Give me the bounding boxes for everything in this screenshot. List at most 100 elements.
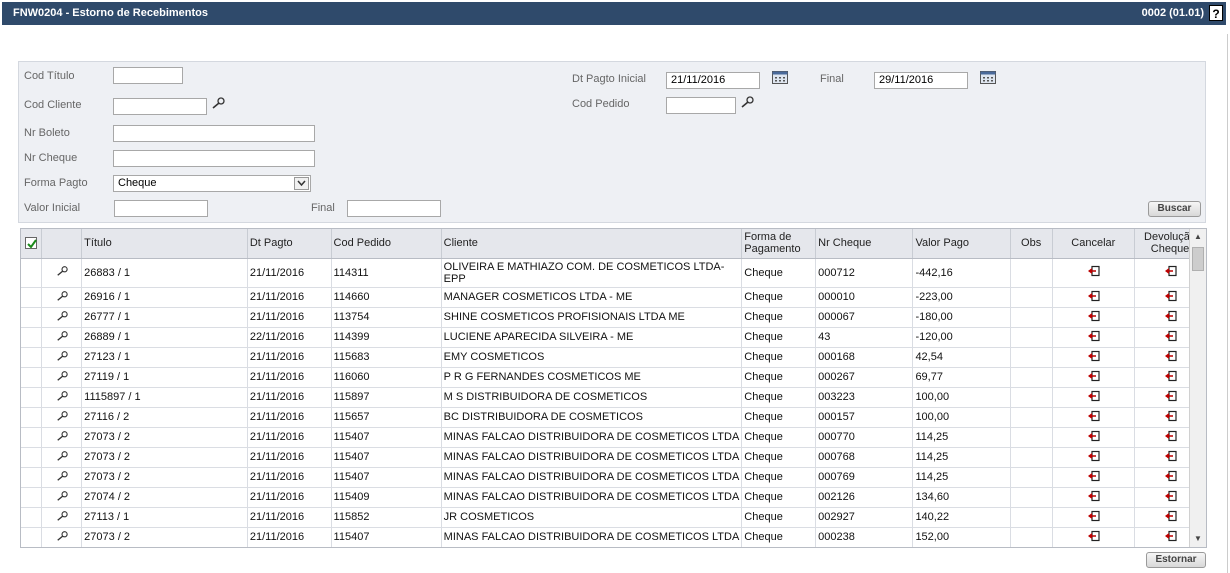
- devolucao-cell[interactable]: [1134, 507, 1206, 528]
- devolucao-undo-icon[interactable]: [1164, 370, 1177, 385]
- cancelar-cell[interactable]: [1052, 307, 1136, 328]
- col-cod-pedido[interactable]: Cod Pedido: [331, 229, 442, 259]
- col-forma-pagamento[interactable]: Forma de Pagamento: [741, 229, 817, 259]
- chevron-down-icon[interactable]: [294, 177, 309, 190]
- estornar-button[interactable]: Estornar: [1146, 552, 1206, 568]
- row-select-cell[interactable]: [21, 407, 43, 428]
- row-detail-cell[interactable]: [41, 527, 83, 547]
- table-row[interactable]: 27073 / 2 21/11/2016 115407 MINAS FALCAO DI…: [21, 467, 1206, 488]
- help-button[interactable]: ?: [1209, 5, 1223, 21]
- table-row[interactable]: 26883 / 1 21/11/2016 114311 OLIVEIRA E MATH…: [21, 258, 1206, 288]
- select-all-checkbox[interactable]: [25, 237, 38, 250]
- devolucao-undo-icon[interactable]: [1164, 290, 1177, 305]
- cancel-undo-icon[interactable]: [1087, 410, 1100, 425]
- calendar-icon[interactable]: [980, 71, 996, 84]
- row-select-cell[interactable]: [21, 487, 43, 508]
- cancel-undo-icon[interactable]: [1087, 450, 1100, 465]
- magnifier-icon[interactable]: [55, 430, 69, 445]
- row-select-cell[interactable]: [21, 307, 43, 328]
- devolucao-cell[interactable]: [1134, 387, 1206, 408]
- devolucao-undo-icon[interactable]: [1164, 530, 1177, 545]
- row-select-cell[interactable]: [21, 367, 43, 388]
- row-detail-cell[interactable]: [41, 287, 83, 308]
- devolucao-undo-icon[interactable]: [1164, 470, 1177, 485]
- col-nr-cheque[interactable]: Nr Cheque: [815, 229, 914, 259]
- cancelar-cell[interactable]: [1052, 447, 1136, 468]
- cancelar-cell[interactable]: [1052, 258, 1136, 288]
- row-detail-cell[interactable]: [41, 327, 83, 348]
- devolucao-cell[interactable]: [1134, 467, 1206, 488]
- devolucao-undo-icon[interactable]: [1164, 265, 1177, 280]
- col-valor-pago[interactable]: Valor Pago: [912, 229, 1011, 259]
- cancelar-cell[interactable]: [1052, 387, 1136, 408]
- row-detail-cell[interactable]: [41, 447, 83, 468]
- buscar-button[interactable]: Buscar: [1148, 201, 1201, 217]
- dt-pagto-inicial-input[interactable]: 21/11/2016: [666, 72, 760, 89]
- cod-cliente-search-icon[interactable]: [210, 96, 226, 110]
- table-row[interactable]: 26916 / 1 21/11/2016 114660 MANAGER COSMETI…: [21, 287, 1206, 308]
- table-row[interactable]: 27074 / 2 21/11/2016 115409 MINAS FALCAO DI…: [21, 487, 1206, 508]
- cancel-undo-icon[interactable]: [1087, 290, 1100, 305]
- magnifier-icon[interactable]: [55, 530, 69, 545]
- cancel-undo-icon[interactable]: [1087, 370, 1100, 385]
- row-select-cell[interactable]: [21, 507, 43, 528]
- table-row[interactable]: 26777 / 1 21/11/2016 113754 SHINE COSMETICO…: [21, 307, 1206, 328]
- row-detail-cell[interactable]: [41, 467, 83, 488]
- col-titulo[interactable]: Título: [81, 229, 248, 259]
- magnifier-icon[interactable]: [55, 450, 69, 465]
- dt-pagto-final-input[interactable]: 29/11/2016: [874, 72, 968, 89]
- row-detail-cell[interactable]: [41, 307, 83, 328]
- magnifier-icon[interactable]: [55, 350, 69, 365]
- row-select-cell[interactable]: [21, 467, 43, 488]
- row-detail-cell[interactable]: [41, 387, 83, 408]
- table-row[interactable]: 1115897 / 1 21/11/2016 115897 M S DISTRIBUI…: [21, 387, 1206, 408]
- row-select-cell[interactable]: [21, 427, 43, 448]
- devolucao-undo-icon[interactable]: [1164, 490, 1177, 505]
- magnifier-icon[interactable]: [55, 490, 69, 505]
- row-detail-cell[interactable]: [41, 258, 83, 288]
- table-row[interactable]: 27073 / 2 21/11/2016 115407 MINAS FALCAO DI…: [21, 447, 1206, 468]
- cancel-undo-icon[interactable]: [1087, 510, 1100, 525]
- cod-cliente-input[interactable]: [113, 98, 207, 115]
- cancelar-cell[interactable]: [1052, 487, 1136, 508]
- table-row[interactable]: 27073 / 2 21/11/2016 115407 MINAS FALCAO DI…: [21, 527, 1206, 547]
- table-row[interactable]: 27113 / 1 21/11/2016 115852 JR COSMETICOS Ch…: [21, 507, 1206, 528]
- devolucao-undo-icon[interactable]: [1164, 450, 1177, 465]
- cancel-undo-icon[interactable]: [1087, 490, 1100, 505]
- cancel-undo-icon[interactable]: [1087, 350, 1100, 365]
- cancelar-cell[interactable]: [1052, 467, 1136, 488]
- row-select-cell[interactable]: [21, 287, 43, 308]
- nr-cheque-input[interactable]: [113, 150, 315, 167]
- table-row[interactable]: 26889 / 1 22/11/2016 114399 LUCIENE APARECI…: [21, 327, 1206, 348]
- table-row[interactable]: 27119 / 1 21/11/2016 116060 P R G FERNANDES…: [21, 367, 1206, 388]
- cancelar-cell[interactable]: [1052, 407, 1136, 428]
- devolucao-undo-icon[interactable]: [1164, 310, 1177, 325]
- cancelar-cell[interactable]: [1052, 347, 1136, 368]
- row-select-cell[interactable]: [21, 447, 43, 468]
- vertical-scrollbar[interactable]: ▲ ▼: [1189, 229, 1206, 547]
- row-select-cell[interactable]: [21, 527, 43, 547]
- cancelar-cell[interactable]: [1052, 327, 1136, 348]
- cancel-undo-icon[interactable]: [1087, 265, 1100, 280]
- table-row[interactable]: 27116 / 2 21/11/2016 115657 BC DISTRIBUIDOR…: [21, 407, 1206, 428]
- cancel-undo-icon[interactable]: [1087, 330, 1100, 345]
- magnifier-icon[interactable]: [55, 330, 69, 345]
- cancel-undo-icon[interactable]: [1087, 530, 1100, 545]
- row-detail-cell[interactable]: [41, 407, 83, 428]
- valor-inicial-input[interactable]: [114, 200, 208, 217]
- scroll-down-icon[interactable]: ▼: [1194, 534, 1202, 543]
- row-detail-cell[interactable]: [41, 347, 83, 368]
- cancel-undo-icon[interactable]: [1087, 390, 1100, 405]
- cod-pedido-search-icon[interactable]: [739, 95, 755, 109]
- magnifier-icon[interactable]: [55, 470, 69, 485]
- row-select-cell[interactable]: [21, 327, 43, 348]
- devolucao-cell[interactable]: [1134, 447, 1206, 468]
- row-select-cell[interactable]: [21, 387, 43, 408]
- cancel-undo-icon[interactable]: [1087, 310, 1100, 325]
- scroll-thumb[interactable]: [1192, 247, 1204, 271]
- cancelar-cell[interactable]: [1052, 507, 1136, 528]
- col-cliente[interactable]: Cliente: [441, 229, 743, 259]
- devolucao-undo-icon[interactable]: [1164, 390, 1177, 405]
- magnifier-icon[interactable]: [55, 390, 69, 405]
- row-detail-cell[interactable]: [41, 427, 83, 448]
